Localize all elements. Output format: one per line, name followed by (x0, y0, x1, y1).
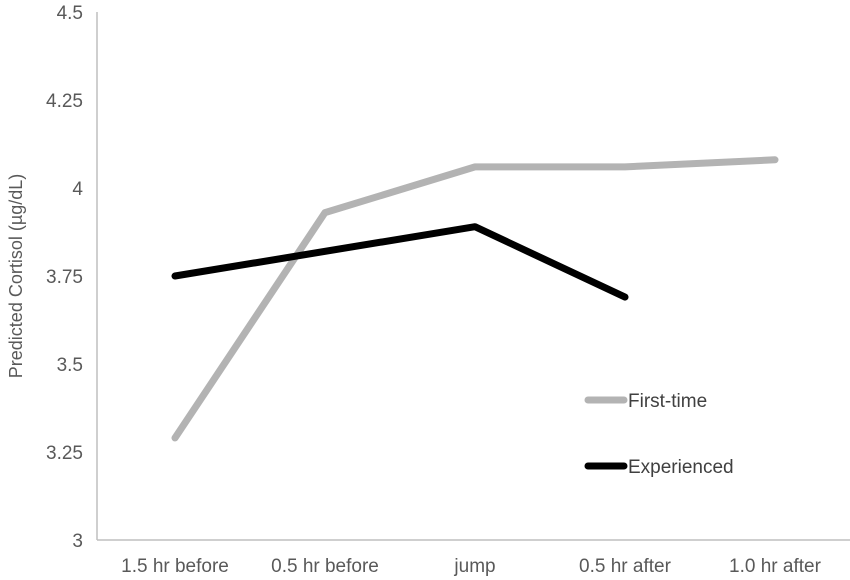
y-tick-label: 4.25 (46, 91, 83, 112)
series-lines (171, 156, 779, 442)
y-tick-label: 3.5 (57, 355, 83, 376)
legend: First-time Experienced (584, 391, 734, 478)
y-axis-ticks: 3 3.25 3.5 3.75 4 4.25 4.5 (46, 3, 83, 552)
series-line-experienced (171, 223, 629, 301)
x-tick-label: 0.5 hr before (271, 556, 379, 577)
legend-label: Experienced (628, 457, 734, 478)
y-tick-label: 4.5 (57, 3, 83, 24)
series-line-first-time (171, 156, 779, 442)
y-tick-label: 4 (72, 179, 83, 200)
y-tick-label: 3.75 (46, 267, 83, 288)
x-tick-label: 1.5 hr before (121, 556, 229, 577)
x-axis-ticks: 1.5 hr before 0.5 hr before jump 0.5 hr aft… (121, 556, 821, 577)
legend-label: First-time (628, 391, 707, 412)
x-tick-label: 1.0 hr after (729, 556, 822, 577)
x-tick-label: jump (453, 556, 495, 577)
y-tick-label: 3 (72, 531, 83, 552)
x-tick-label: 0.5 hr after (579, 556, 672, 577)
y-tick-label: 3.25 (46, 443, 83, 464)
y-axis-title: Predicted Cortisol (µg/dL) (6, 174, 26, 378)
